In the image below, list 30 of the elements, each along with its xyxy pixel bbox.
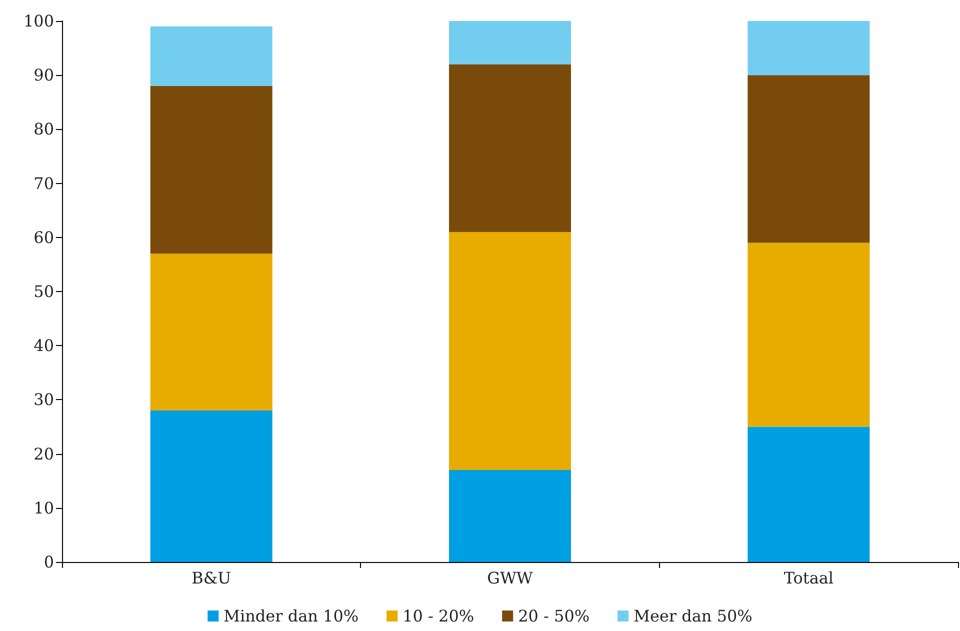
y-tick-label: 80 [34,120,54,139]
legend-label: 20 - 50% [518,606,590,626]
bar [449,470,571,562]
y-tick-label: 0 [44,552,54,572]
x-tick-label: Totaal [784,568,834,588]
legend-label: Meer dan 50% [634,606,752,626]
y-tick-label: 90 [34,66,54,85]
bar [748,242,870,427]
legend-label: Minder dan 10% [224,606,359,626]
y-tick-label: 30 [34,390,54,410]
bar [449,21,571,64]
y-tick-label: 50 [34,282,54,301]
bar [150,410,272,562]
bar [748,426,870,562]
y-tick-label: 10 [34,498,54,518]
y-tick-label: 20 [34,444,54,464]
x-tick-label: GWW [487,568,534,588]
y-tick-label: 60 [34,228,54,247]
bar [150,254,272,411]
bar [748,75,870,243]
bar [150,86,272,254]
legend-label: 10 - 20% [402,606,474,626]
x-tick-label: B&U [192,568,232,588]
bar [449,64,571,232]
y-tick-label: 40 [34,336,54,356]
bar [449,232,571,470]
bar [150,26,272,86]
y-tick-label: 70 [34,174,54,193]
bar [748,21,870,76]
y-tick-label: 100 [23,12,54,30]
